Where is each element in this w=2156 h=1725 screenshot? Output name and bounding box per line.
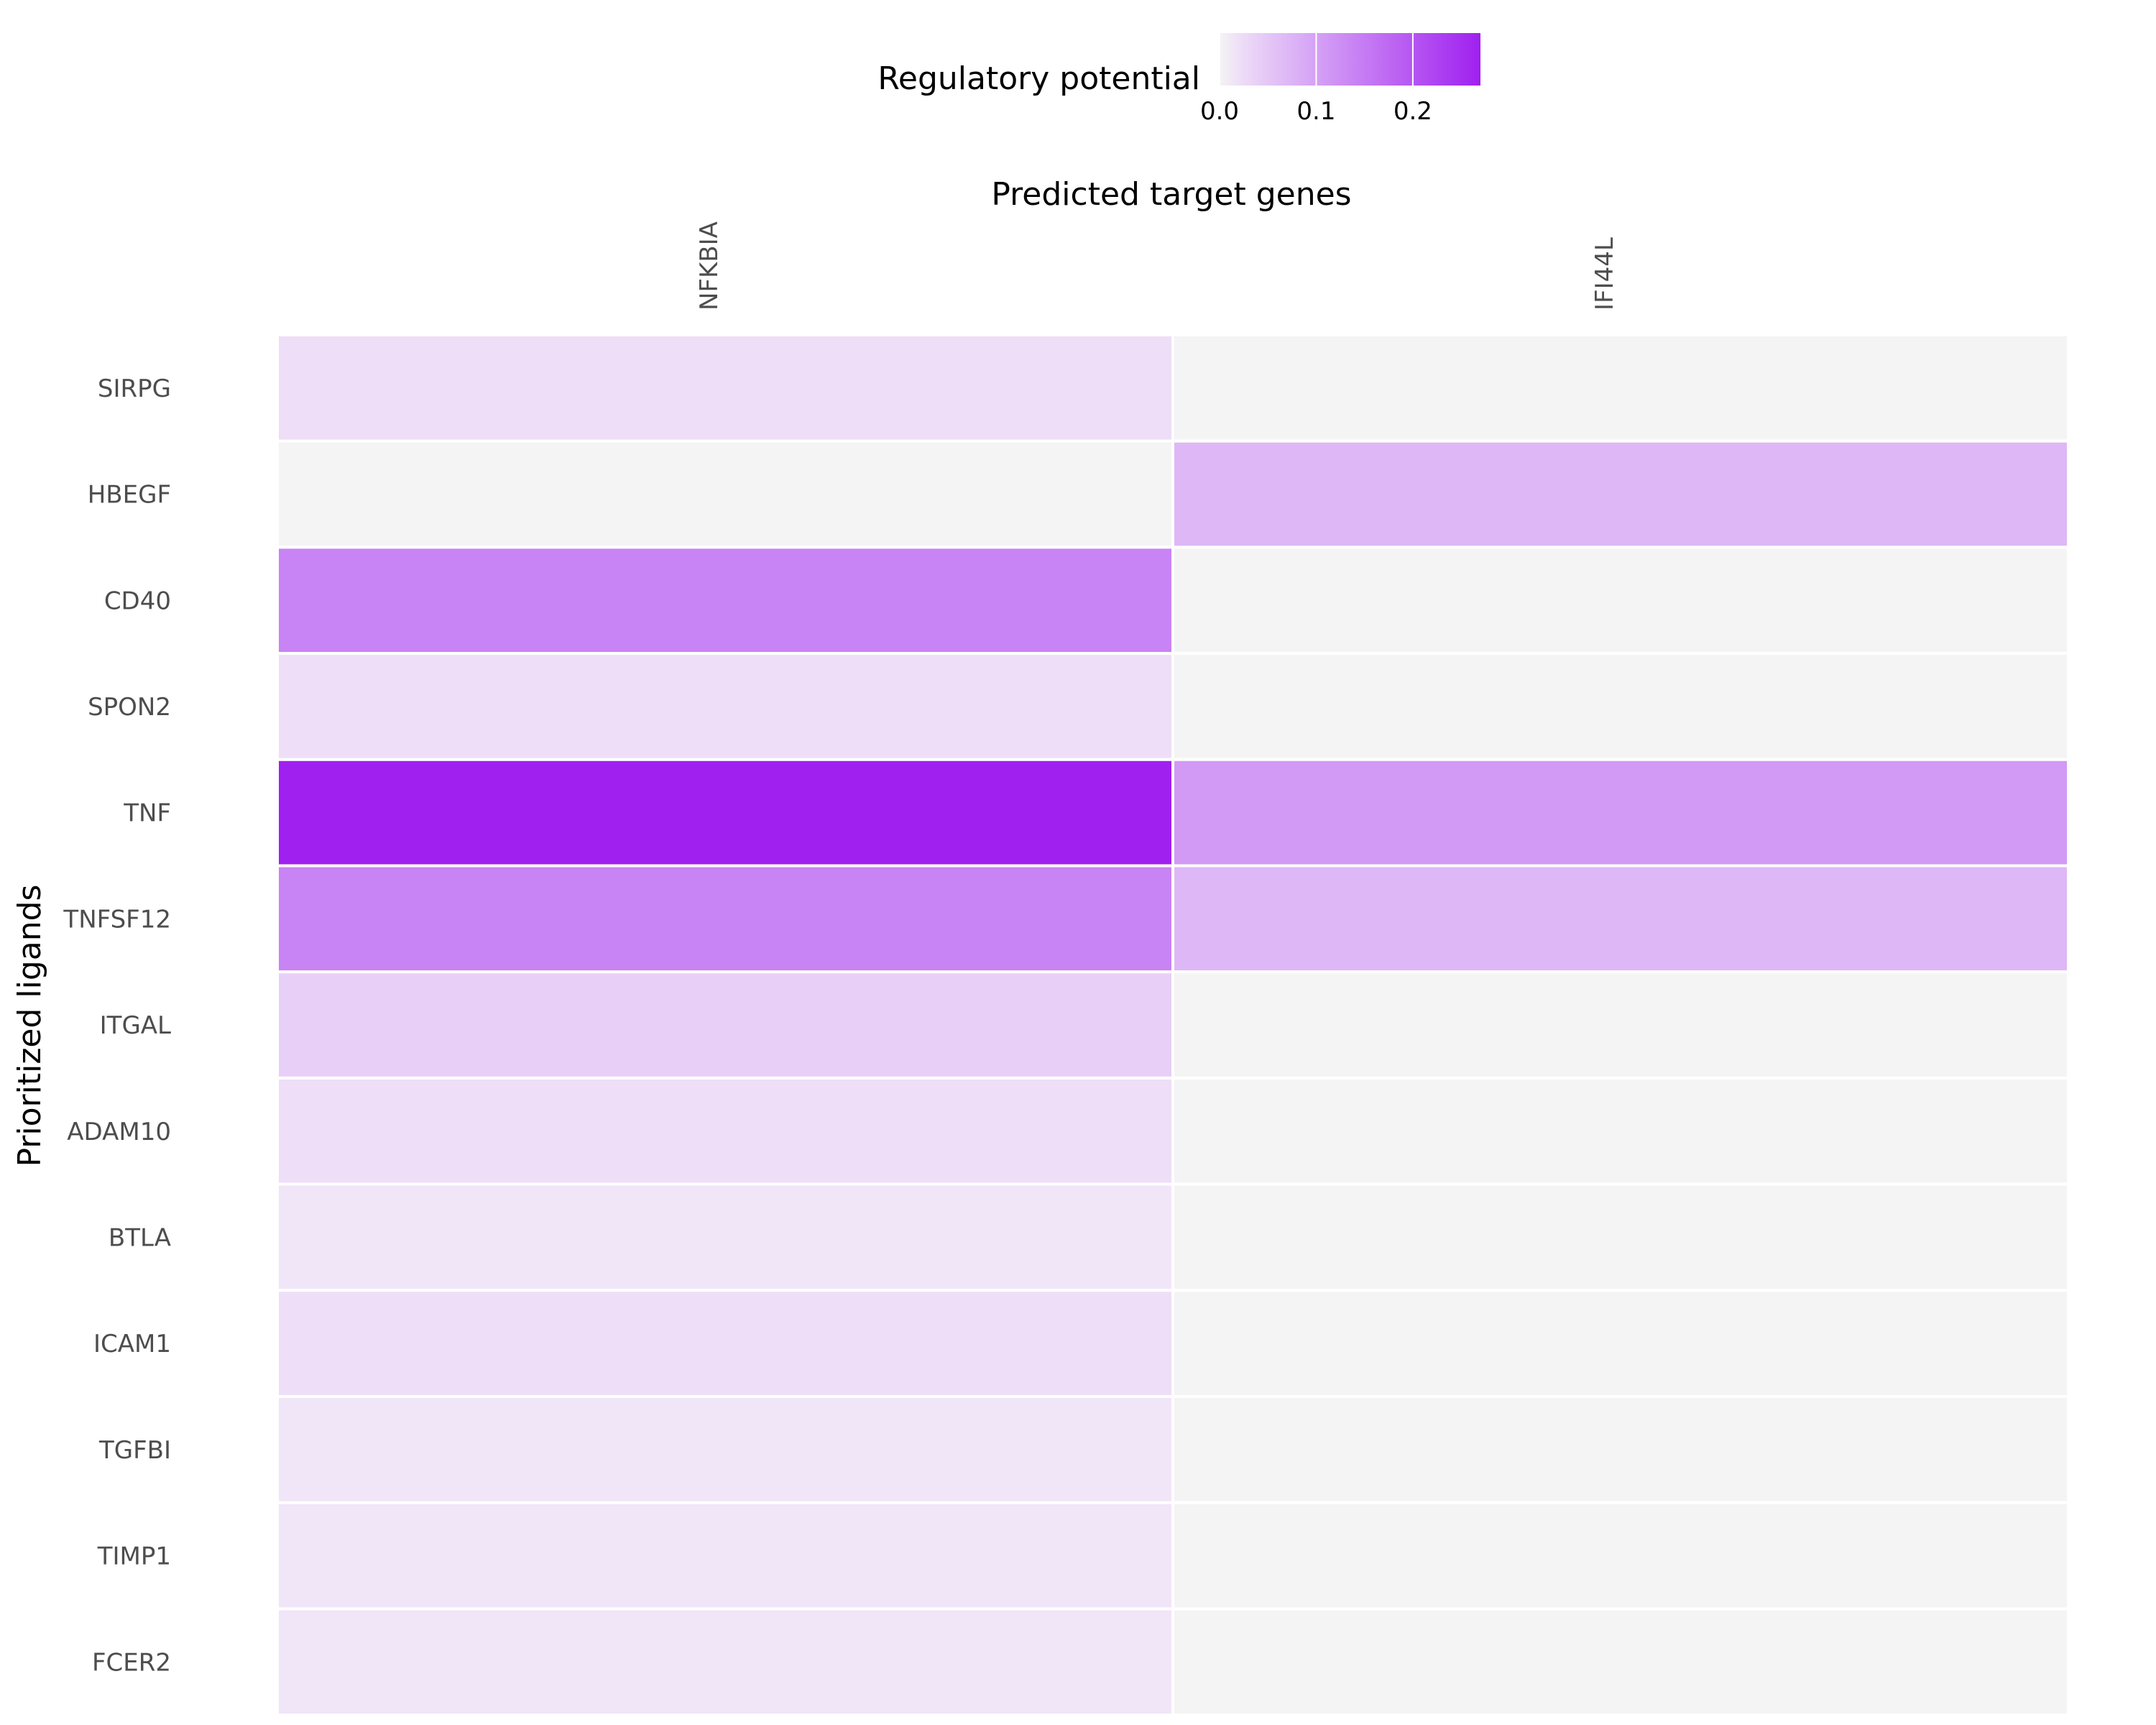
row-tick-label: TNFSF12 (63, 905, 171, 934)
legend-tick-label: 0.0 (1200, 97, 1239, 126)
legend-tick-label: 0.1 (1296, 97, 1335, 126)
row-tick-label: ICAM1 (93, 1330, 171, 1358)
row-tick-label: CD40 (104, 586, 171, 615)
row-tick-label: TNF (123, 799, 171, 828)
heatmap-cells (276, 334, 2070, 1717)
heatmap-cell (276, 1607, 1174, 1717)
row-tick-label: SPON2 (88, 693, 171, 722)
color-legend: Regulatory potential 0.0 0.1 0.2 (877, 33, 1480, 126)
heatmap-cell (1171, 1607, 2070, 1717)
heatmap-cell (1171, 1076, 2070, 1186)
heatmap-cell (276, 439, 1174, 549)
heatmap-cell (1171, 1501, 2070, 1611)
heatmap-cell (1171, 546, 2070, 656)
heatmap-cell (276, 1076, 1174, 1186)
heatmap-cell (276, 970, 1174, 1080)
heatmap-cell (1171, 439, 2070, 549)
heatmap-cell (1171, 864, 2070, 974)
heatmap-cell (276, 1289, 1174, 1399)
x-axis-title: Predicted target genes (991, 176, 1351, 213)
heatmap-cell (1171, 334, 2070, 443)
heatmap-cell (1171, 652, 2070, 761)
row-tick-label: TGFBI (98, 1436, 171, 1465)
heatmap-cell (1171, 1182, 2070, 1292)
row-tick-label: BTLA (109, 1223, 171, 1252)
heatmap-cell (276, 1182, 1174, 1292)
heatmap-cell (1171, 758, 2070, 868)
legend-title: Regulatory potential (877, 60, 1200, 97)
row-tick-label: SIRPG (98, 374, 171, 403)
column-tick-label: IFI44L (1590, 237, 1619, 310)
heatmap-cell (276, 864, 1174, 974)
row-tick-label: HBEGF (88, 481, 171, 510)
heatmap-cell (276, 1395, 1174, 1504)
heatmap-cell (276, 546, 1174, 656)
heatmap-cell (1171, 1395, 2070, 1504)
legend-color-bar (1220, 33, 1480, 86)
row-tick-label: ADAM10 (67, 1118, 171, 1146)
heatmap-cell (276, 1501, 1174, 1611)
heatmap-cell (1171, 1289, 2070, 1399)
column-tick-labels: NFKBIA IFI44L (695, 221, 1619, 310)
heatmap-cell (1171, 970, 2070, 1080)
row-tick-labels: SIRPG HBEGF CD40 SPON2 TNF TNFSF12 ITGAL ADAM10… (63, 374, 171, 1677)
heatmap-cell (276, 758, 1174, 868)
heatmap-cell (276, 652, 1174, 761)
row-tick-label: TIMP1 (97, 1542, 171, 1571)
y-axis-title: Prioritized ligands (11, 885, 48, 1167)
row-tick-label: FCER2 (92, 1648, 171, 1677)
heatmap-cell (276, 334, 1174, 443)
row-tick-label: ITGAL (100, 1011, 171, 1040)
column-tick-label: NFKBIA (695, 221, 724, 310)
legend-tick-label: 0.2 (1393, 97, 1432, 126)
